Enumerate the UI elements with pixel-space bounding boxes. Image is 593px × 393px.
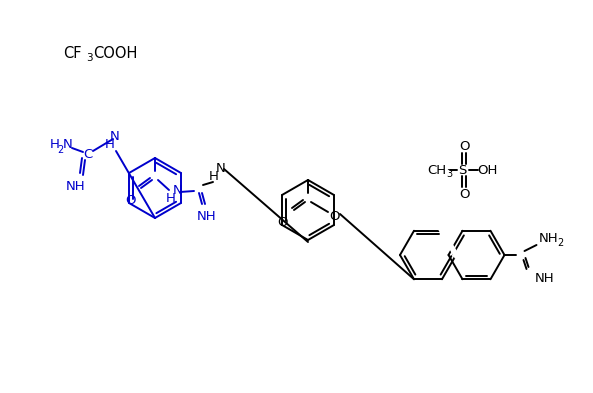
Text: 2: 2 <box>57 145 63 155</box>
Text: N: N <box>63 138 73 151</box>
Text: 3: 3 <box>86 53 93 63</box>
Text: NH: NH <box>197 209 217 222</box>
Text: H: H <box>166 191 176 204</box>
Text: N: N <box>110 130 120 143</box>
Text: O: O <box>459 187 469 200</box>
Text: H: H <box>105 138 115 151</box>
Text: 2: 2 <box>557 238 564 248</box>
Text: NH: NH <box>538 231 558 244</box>
Text: NH: NH <box>534 272 554 285</box>
Text: O: O <box>330 209 340 222</box>
Text: NH: NH <box>66 180 86 193</box>
Text: O: O <box>459 140 469 152</box>
Text: OH: OH <box>477 163 497 176</box>
Text: S: S <box>458 163 466 176</box>
Text: N: N <box>216 162 226 174</box>
Text: O: O <box>125 193 135 206</box>
Text: COOH: COOH <box>93 46 138 61</box>
Text: H: H <box>209 169 219 182</box>
Text: 3: 3 <box>446 169 452 179</box>
Text: O: O <box>278 215 288 228</box>
Text: N: N <box>173 184 183 198</box>
Text: C: C <box>84 149 93 162</box>
Text: CH: CH <box>427 163 446 176</box>
Text: H: H <box>50 138 60 151</box>
Text: CF: CF <box>63 46 81 61</box>
